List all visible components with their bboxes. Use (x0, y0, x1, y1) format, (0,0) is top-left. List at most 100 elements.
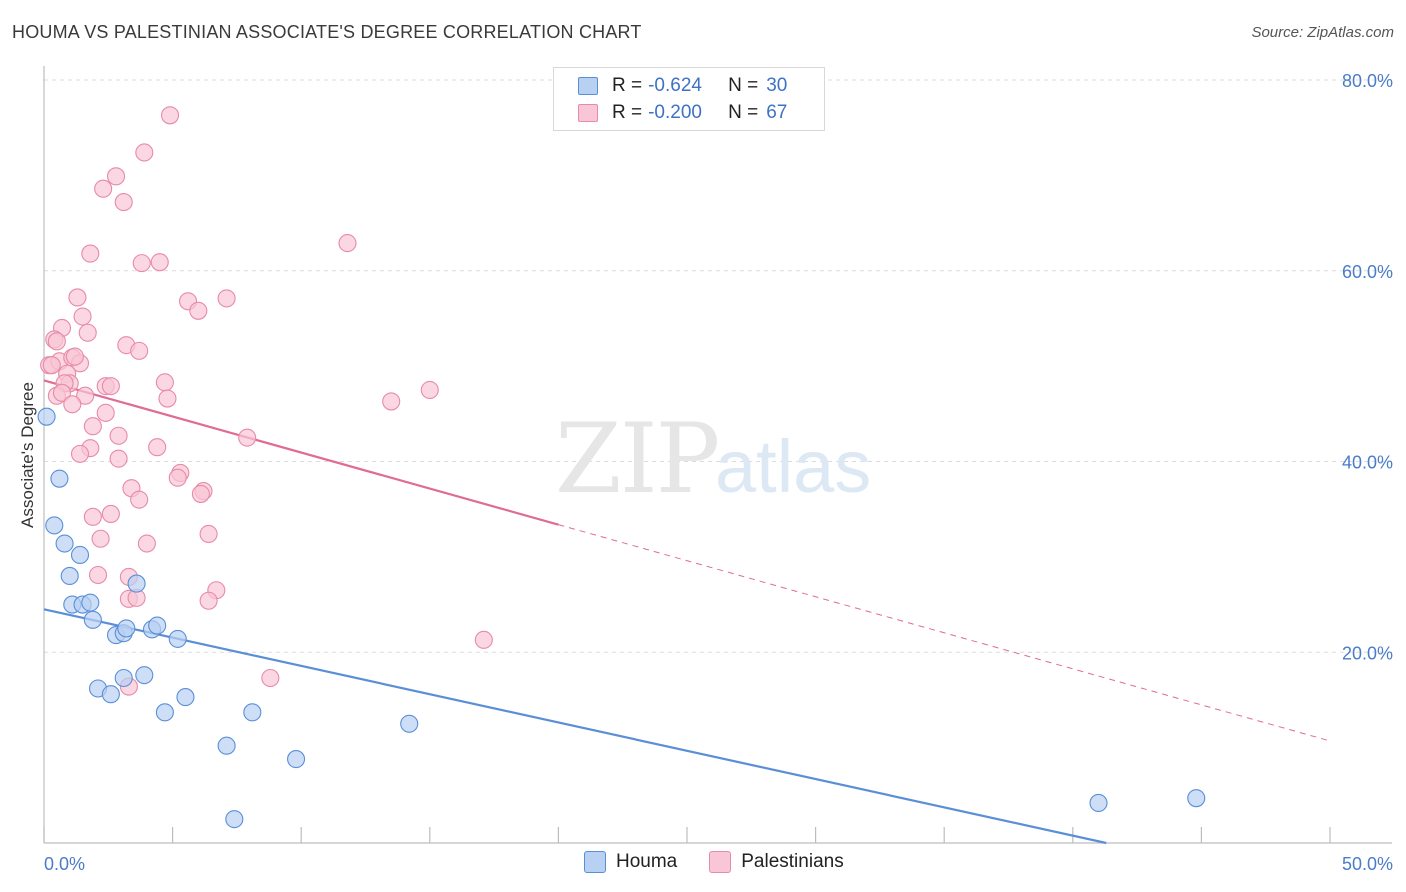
data-point-houma (101, 685, 120, 704)
data-point-palestinians (81, 244, 100, 263)
data-point-houma (60, 566, 79, 586)
data-point-palestinians (83, 507, 102, 526)
data-point-palestinians (88, 565, 108, 585)
data-point-palestinians (261, 668, 280, 688)
data-point-palestinians (148, 438, 167, 457)
data-point-palestinians (135, 143, 154, 162)
data-point-houma (45, 516, 64, 535)
data-point-palestinians (191, 484, 210, 503)
legend-item-palestinians[interactable]: Palestinians (709, 851, 844, 873)
x-tick-label: 0.0% (44, 854, 85, 874)
data-point-palestinians (96, 403, 115, 422)
data-point-palestinians (155, 373, 174, 392)
data-point-palestinians (238, 428, 257, 447)
legend-n-value: 67 (766, 102, 788, 123)
grid-lines (44, 79, 1392, 653)
axes (43, 66, 1392, 844)
legend-r-value: -0.200 (648, 102, 702, 123)
legend-item-houma[interactable]: Houma (584, 851, 677, 873)
data-point-houma (217, 736, 236, 755)
data-point-houma (50, 469, 69, 488)
trend-line-1 (43, 379, 559, 526)
watermark-zip: ZIP (555, 403, 718, 515)
data-point-palestinians (91, 529, 110, 548)
legend-n-value: 30 (766, 75, 788, 96)
trend-lines (43, 379, 1331, 845)
data-point-houma (37, 407, 56, 426)
data-point-palestinians (114, 193, 133, 212)
legend-stats: R = -0.624 N = 30 R = -0.200 N = 67 (553, 67, 825, 131)
data-point-houma (83, 610, 102, 629)
data-point-houma (81, 593, 100, 612)
legend-swatch-houma (584, 851, 606, 873)
data-point-palestinians (42, 356, 61, 375)
data-point-palestinians (130, 490, 149, 509)
data-point-palestinians (70, 444, 90, 463)
data-point-palestinians (109, 426, 128, 445)
data-point-houma (114, 668, 133, 688)
data-points (37, 106, 1206, 829)
data-point-houma (400, 714, 419, 733)
data-point-palestinians (137, 534, 156, 553)
data-point-palestinians (150, 253, 169, 272)
data-point-houma (127, 574, 146, 593)
y-tick-label: 20.0% (1342, 643, 1393, 663)
data-point-palestinians (338, 234, 357, 253)
legend-row-palestinians: R = -0.200 N = 67 (578, 100, 787, 126)
data-point-palestinians (132, 254, 151, 273)
data-point-palestinians (109, 449, 128, 468)
data-point-houma (176, 688, 195, 707)
data-point-houma (148, 616, 167, 635)
data-point-houma (1187, 789, 1206, 808)
y-tick-label: 80.0% (1342, 71, 1393, 91)
data-point-palestinians (65, 347, 84, 366)
data-point-palestinians (474, 630, 493, 649)
data-point-palestinians (382, 392, 401, 411)
x-tick-labels: 0.0% 50.0% (44, 854, 1393, 874)
legend-n-label: N = (728, 75, 759, 96)
legend-swatch-palestinians (709, 851, 732, 873)
source-label: Source: ZipAtlas.com (1251, 24, 1394, 41)
data-point-palestinians (101, 377, 120, 396)
y-tick-label: 40.0% (1342, 453, 1393, 473)
data-point-palestinians (217, 289, 236, 308)
data-point-palestinians (420, 380, 439, 400)
data-point-palestinians (68, 288, 87, 307)
legend-row-houma: R = -0.624 N = 30 (578, 73, 787, 99)
legend-label-palestinians: Palestinians (741, 851, 844, 872)
data-point-palestinians (52, 383, 72, 402)
data-point-palestinians (101, 504, 120, 524)
data-point-palestinians (199, 524, 218, 544)
legend-r-value: -0.624 (648, 75, 702, 96)
legend-n-label: N = (728, 102, 759, 123)
data-point-houma (1089, 793, 1108, 812)
data-point-palestinians (199, 591, 218, 610)
data-point-houma (225, 810, 244, 829)
data-point-palestinians (76, 386, 95, 405)
data-point-palestinians (168, 468, 187, 487)
data-point-palestinians (47, 332, 66, 351)
trend-line-dashed-1 (558, 524, 1331, 742)
legend-label-houma: Houma (616, 851, 678, 872)
legend-r-label: R = (612, 102, 643, 123)
x-tick-label: 50.0% (1342, 854, 1393, 874)
data-point-palestinians (83, 417, 102, 436)
data-point-palestinians (160, 106, 180, 125)
data-point-palestinians (78, 323, 97, 342)
data-point-palestinians (106, 167, 126, 186)
data-point-houma (70, 545, 90, 565)
watermark-atlas: atlas (715, 425, 871, 508)
data-point-palestinians (189, 301, 208, 320)
data-point-houma (243, 703, 262, 722)
chart-title: HOUMA VS PALESTINIAN ASSOCIATE'S DEGREE … (12, 22, 642, 42)
data-point-houma (55, 534, 74, 553)
data-point-houma (135, 666, 154, 685)
legend-series: Houma Palestinians (584, 851, 876, 873)
data-point-houma (168, 629, 187, 648)
data-point-palestinians (63, 395, 82, 414)
trend-line-0 (43, 608, 1107, 845)
y-tick-labels: 20.0% 40.0% 60.0% 80.0% (1342, 71, 1393, 663)
legend-swatch-houma (578, 77, 598, 95)
legend-swatch-palestinians (578, 104, 598, 122)
